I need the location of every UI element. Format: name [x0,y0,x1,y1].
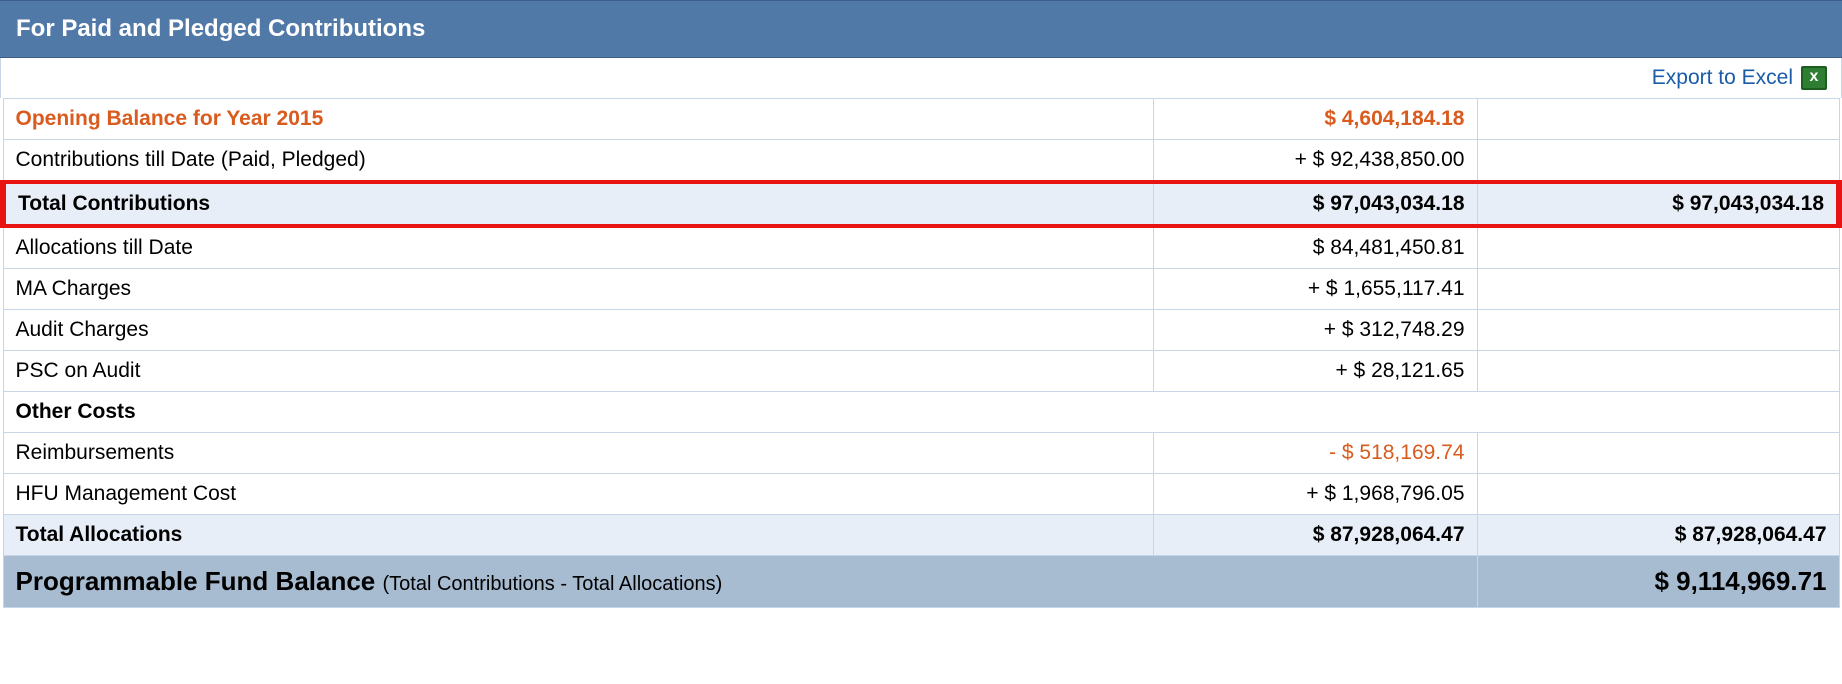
ma-charges-label: MA Charges [16,277,132,300]
ma-charges-value2 [1477,269,1839,310]
audit-charges-value: + $ 312,748.29 [1324,318,1465,341]
reimbursements-label: Reimbursements [16,441,175,464]
panel-header: For Paid and Pledged Contributions [0,0,1842,58]
audit-charges-label: Audit Charges [16,318,149,341]
panel-title: For Paid and Pledged Contributions [16,15,425,42]
fund-balance-value: $ 9,114,969.71 [1654,566,1826,596]
row-audit-charges: Audit Charges + $ 312,748.29 [3,310,1839,351]
other-costs-label: Other Costs [16,400,136,423]
hfu-mgmt-value2 [1477,474,1839,515]
alloc-till-date-value: $ 84,481,450.81 [1313,236,1465,259]
row-total-contributions: Total Contributions $ 97,043,034.18 $ 97… [3,182,1839,226]
row-total-allocations: Total Allocations $ 87,928,064.47 $ 87,9… [3,515,1839,556]
opening-balance-value2 [1477,99,1839,140]
audit-charges-value2 [1477,310,1839,351]
ma-charges-value: + $ 1,655,117.41 [1308,277,1465,300]
reimbursements-value2 [1477,433,1839,474]
psc-audit-value2 [1477,351,1839,392]
psc-audit-value: + $ 28,121.65 [1335,359,1464,382]
contrib-till-date-value2 [1477,140,1839,183]
row-hfu-management-cost: HFU Management Cost + $ 1,968,796.05 [3,474,1839,515]
opening-balance-label: Opening Balance for Year 2015 [16,107,324,130]
contrib-till-date-value: + $ 92,438,850.00 [1295,148,1465,171]
row-ma-charges: MA Charges + $ 1,655,117.41 [3,269,1839,310]
opening-balance-value: $ 4,604,184.18 [1324,107,1464,130]
total-alloc-value2: $ 87,928,064.47 [1675,523,1827,546]
excel-icon [1801,66,1827,90]
export-row: Export to Excel [0,58,1842,98]
contributions-table: Opening Balance for Year 2015 $ 4,604,18… [0,98,1842,608]
row-allocations-till-date: Allocations till Date $ 84,481,450.81 [3,226,1839,269]
reimbursements-value: - $ 518,169.74 [1329,441,1464,464]
total-contrib-label: Total Contributions [18,192,210,215]
total-contrib-value2: $ 97,043,034.18 [1672,192,1824,215]
alloc-till-date-label: Allocations till Date [16,236,193,259]
row-other-costs-header: Other Costs [3,392,1839,433]
fund-balance-label: Programmable Fund Balance [16,566,376,596]
row-psc-audit: PSC on Audit + $ 28,121.65 [3,351,1839,392]
row-opening-balance: Opening Balance for Year 2015 $ 4,604,18… [3,99,1839,140]
export-to-excel-link[interactable]: Export to Excel [1652,66,1827,90]
total-contrib-value1: $ 97,043,034.18 [1313,192,1465,215]
fund-balance-note: (Total Contributions - Total Allocations… [383,573,723,595]
psc-audit-label: PSC on Audit [16,359,141,382]
row-reimbursements: Reimbursements - $ 518,169.74 [3,433,1839,474]
row-programmable-fund-balance: Programmable Fund Balance (Total Contrib… [3,556,1839,608]
hfu-mgmt-value: + $ 1,968,796.05 [1306,482,1464,505]
row-contributions-till-date: Contributions till Date (Paid, Pledged) … [3,140,1839,183]
export-label: Export to Excel [1652,66,1793,90]
total-alloc-label: Total Allocations [16,523,183,546]
contrib-till-date-label: Contributions till Date (Paid, Pledged) [16,148,366,171]
total-alloc-value1: $ 87,928,064.47 [1313,523,1465,546]
alloc-till-date-value2 [1477,226,1839,269]
hfu-mgmt-label: HFU Management Cost [16,482,237,505]
